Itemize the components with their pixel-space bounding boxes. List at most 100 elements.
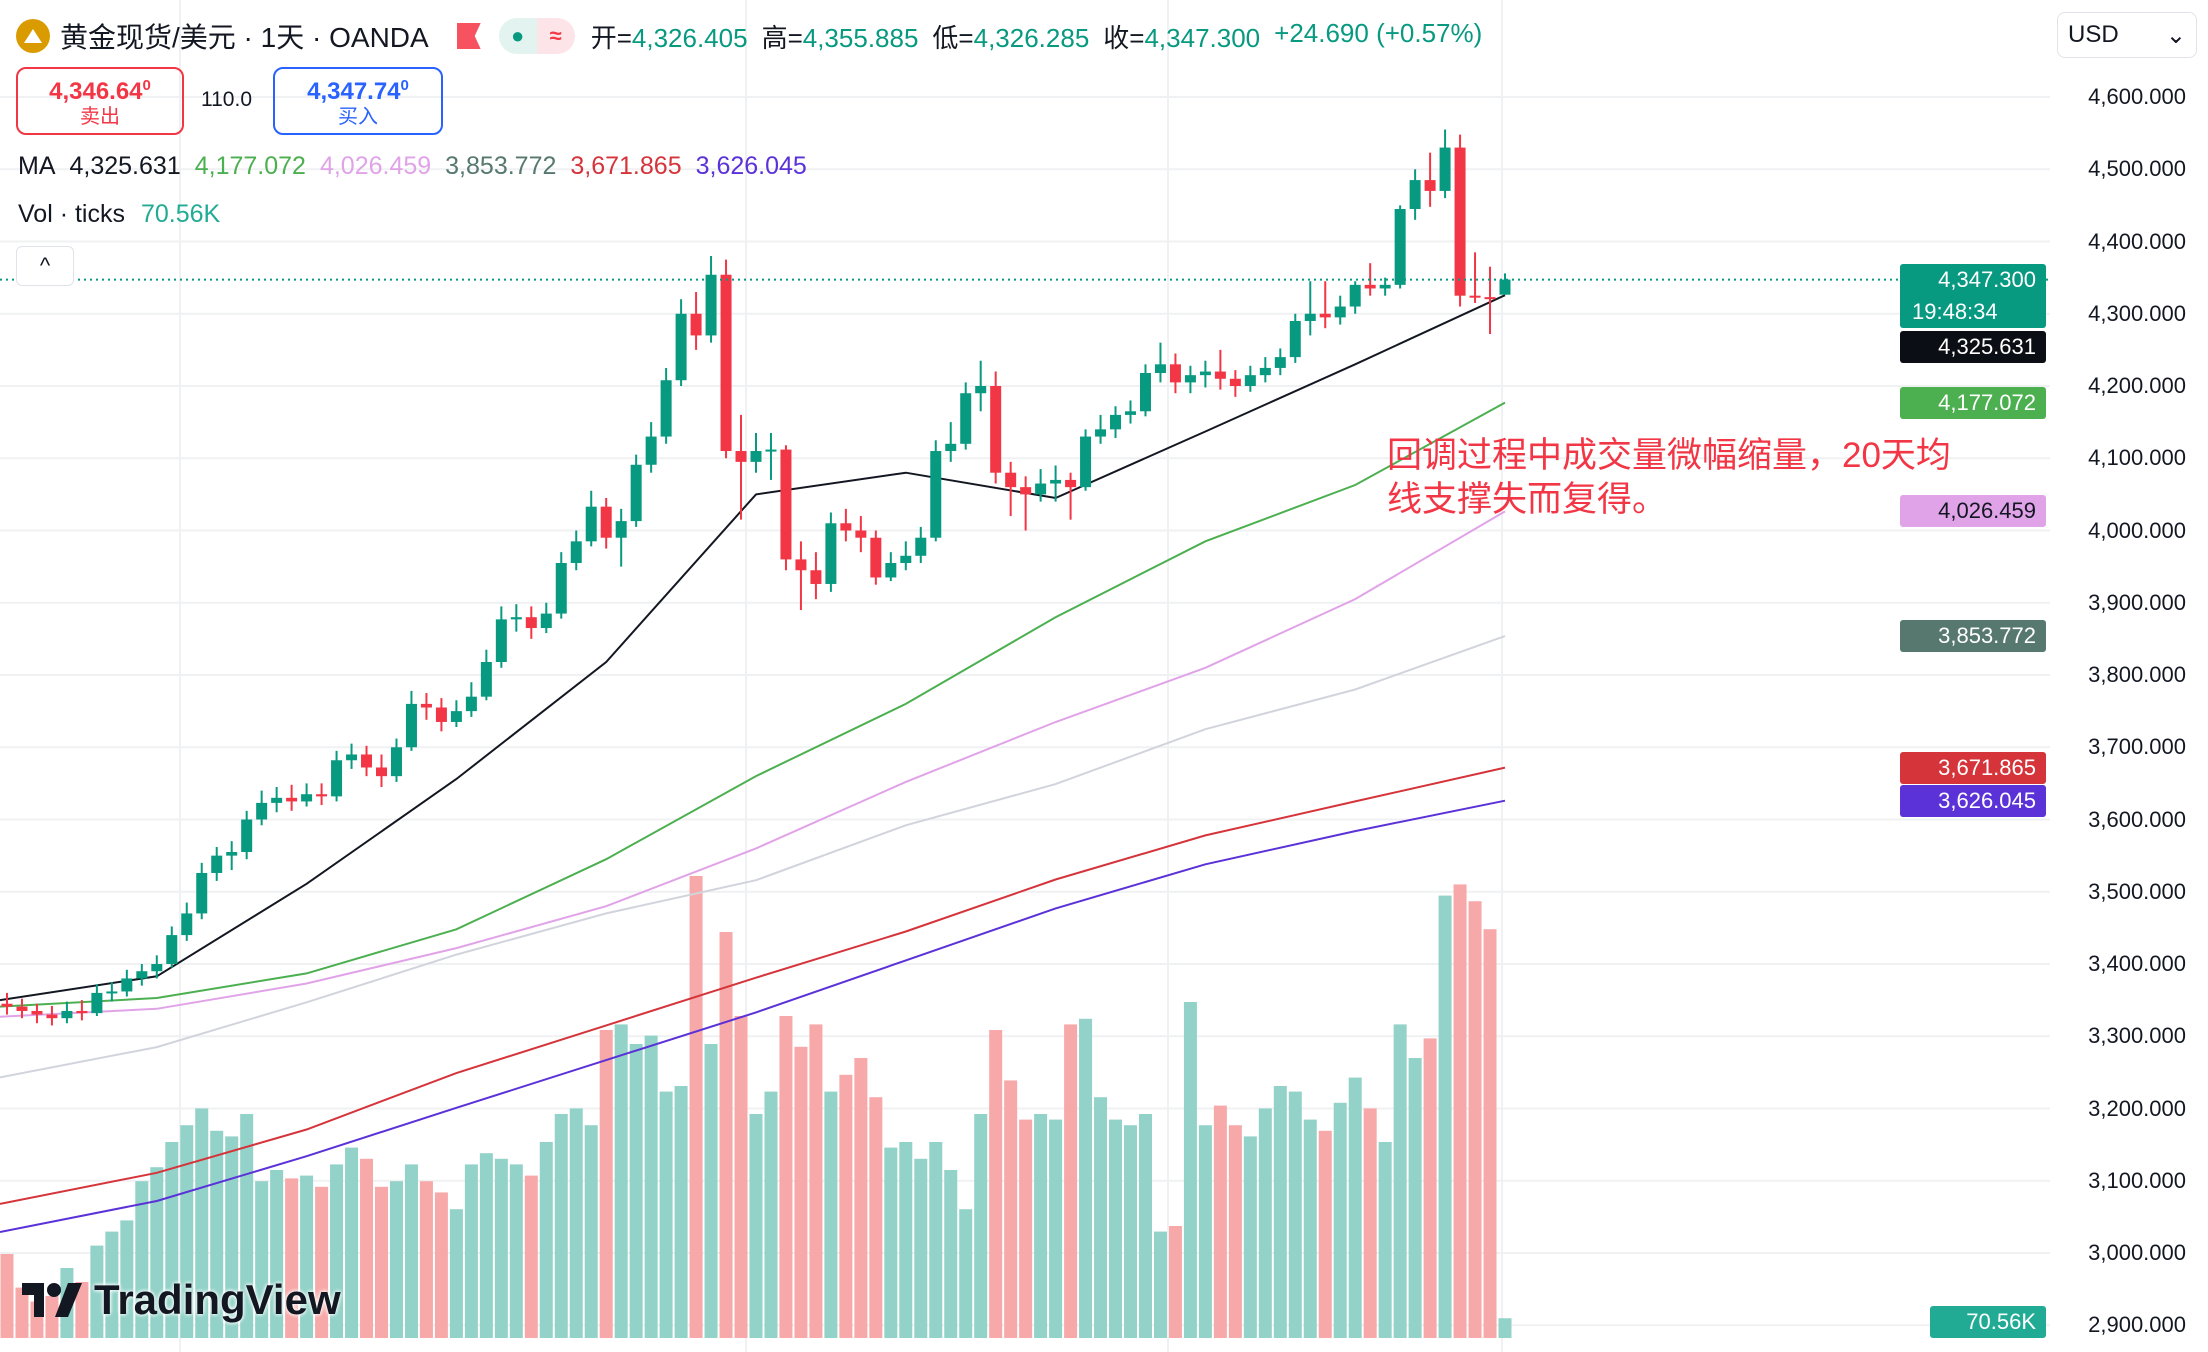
candle	[1035, 469, 1047, 502]
volume-bar	[404, 1164, 418, 1338]
candle	[1469, 252, 1481, 303]
volume-bar	[1483, 929, 1497, 1338]
low-value: 4,326.285	[973, 22, 1090, 53]
candle	[1139, 364, 1151, 417]
volume-bar	[704, 1044, 718, 1338]
candle-body	[1184, 375, 1196, 383]
candle-body	[121, 978, 133, 992]
volume-bar	[1438, 895, 1452, 1338]
price-axis-tick: 3,700.000	[2088, 734, 2186, 760]
volume-bar	[1079, 1018, 1093, 1338]
price-axis-tick: 3,100.000	[2088, 1167, 2186, 1193]
flag-icon[interactable]	[456, 23, 481, 49]
candle	[1, 992, 13, 1015]
candle	[331, 750, 343, 802]
volume-bar	[479, 1153, 493, 1338]
volume-bar	[150, 1167, 164, 1338]
volume-bar	[1378, 1142, 1392, 1338]
candle	[645, 422, 657, 473]
candle-body	[1005, 472, 1017, 488]
candle-body	[331, 760, 343, 797]
candle-body	[615, 521, 627, 538]
candle-body	[226, 852, 238, 856]
candle-body	[1439, 147, 1451, 191]
volume-bar	[1273, 1086, 1287, 1338]
candle	[1184, 365, 1196, 394]
volume-bar	[1004, 1080, 1018, 1338]
candle	[795, 541, 807, 610]
candle	[915, 526, 927, 564]
candle-body	[900, 555, 912, 564]
candle	[435, 698, 447, 732]
candle	[840, 508, 852, 542]
candle-body	[705, 274, 717, 336]
volume-bar	[959, 1209, 973, 1338]
symbol-header: 黄金现货/美元 · 1天 · OANDA ● ≈ 开=4,326.405 高=4…	[16, 14, 1482, 58]
volume-bar	[419, 1181, 433, 1338]
volume-bar	[734, 1016, 748, 1338]
candle-body	[1484, 297, 1496, 300]
buy-button[interactable]: 4,347.740 买入	[273, 67, 443, 135]
candle	[1394, 205, 1406, 289]
volume-bar	[719, 932, 733, 1338]
candle	[1095, 414, 1107, 444]
volume-legend[interactable]: Vol · ticks 70.56K	[18, 200, 220, 229]
candle-body	[870, 537, 882, 578]
candle	[780, 445, 792, 571]
volume-axis-label: 70.56K	[1930, 1306, 2046, 1338]
candle	[450, 700, 462, 728]
price-axis-tick: 4,300.000	[2088, 300, 2186, 326]
candle	[720, 259, 732, 459]
currency-select[interactable]: USD ⌄	[2057, 12, 2197, 58]
candle-body	[91, 992, 103, 1014]
chevron-down-icon: ⌄	[2165, 21, 2186, 49]
candle	[16, 998, 28, 1019]
candle	[1409, 169, 1421, 220]
price-axis-tick: 3,500.000	[2088, 878, 2186, 904]
volume-bar	[1228, 1125, 1242, 1338]
candle-body	[810, 570, 822, 584]
price-axis-tick: 3,800.000	[2088, 662, 2186, 687]
annotation-text: 回调过程中成交量微幅缩量，20天均 线支撑失而复得。	[1387, 434, 2027, 522]
volume-bar	[1019, 1119, 1033, 1338]
volume-bar	[1198, 1125, 1212, 1338]
candle-body	[46, 1014, 58, 1019]
sell-button[interactable]: 4,346.640 卖出	[16, 67, 184, 135]
ma-legend[interactable]: MA 4,325.631 4,177.072 4,026.459 3,853.7…	[18, 152, 807, 181]
volume-bar	[509, 1164, 523, 1338]
candle-body	[930, 451, 942, 538]
candle	[675, 299, 687, 386]
close-value: 4,347.300	[1144, 22, 1261, 53]
candle-body	[1349, 284, 1361, 307]
collapse-legend-button[interactable]: ^	[16, 246, 74, 286]
volume-bar	[375, 1186, 388, 1338]
candle	[241, 810, 253, 860]
candle	[1304, 281, 1316, 336]
candle-body	[960, 393, 972, 444]
candle-body	[1379, 284, 1391, 289]
candle-body	[420, 703, 432, 708]
candle	[1154, 342, 1166, 383]
candle	[510, 604, 522, 632]
symbol-title[interactable]: 黄金现货/美元 · 1天 · OANDA	[60, 22, 429, 53]
candle	[1005, 461, 1017, 517]
tradingview-logo[interactable]: TradingView	[22, 1276, 341, 1324]
candle-body	[555, 563, 567, 614]
volume-bar	[884, 1147, 898, 1338]
candle	[181, 902, 193, 941]
price-axis-tick: 3,200.000	[2088, 1095, 2186, 1121]
volume-bar	[225, 1136, 239, 1338]
candle-body	[1454, 147, 1466, 296]
volume-bar	[749, 1114, 763, 1338]
wave-icon: ≈	[536, 18, 575, 54]
candle	[555, 552, 567, 619]
candle	[61, 1001, 73, 1024]
candle-body	[585, 506, 597, 542]
price-axis-tick: 3,000.000	[2088, 1240, 2186, 1265]
volume-bar	[1034, 1114, 1048, 1338]
market-status-pill[interactable]: ● ≈	[498, 18, 575, 54]
volume-bar	[120, 1220, 134, 1338]
candle-body	[465, 696, 477, 712]
volume-bar	[1408, 1058, 1422, 1338]
